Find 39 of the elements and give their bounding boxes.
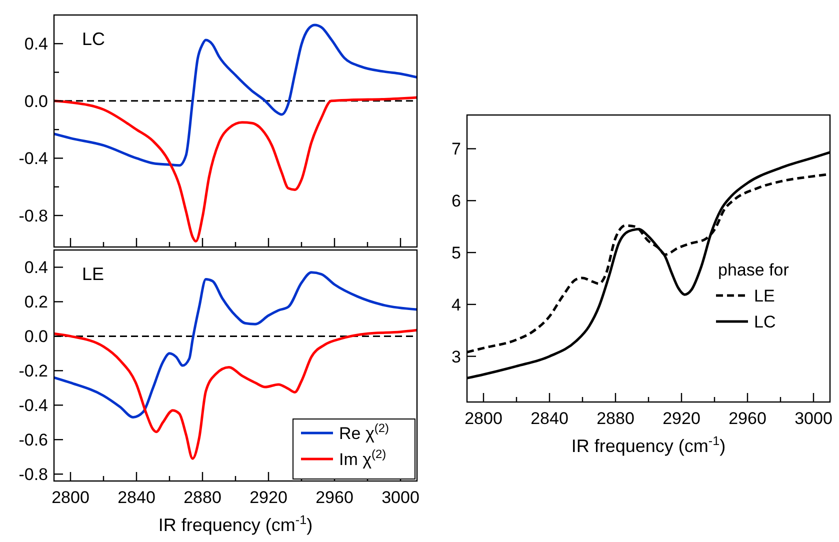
x-tick-label: 2880 [596,409,634,428]
y-tick-label: 0.0 [24,327,48,346]
y-tick-label: -0.8 [18,206,48,226]
y-tick-label: 0.2 [24,292,48,312]
x-tick-label: 2920 [662,409,700,428]
y-tick-label: 0.0 [24,92,48,111]
y-tick-label: 3 [452,347,461,366]
y-tick-label: -0.4 [18,149,48,168]
annotation: LC [82,29,106,49]
y-tick-label: 5 [452,244,461,263]
x-tick-label: 2800 [464,409,502,428]
legend-label: Im χ$^{(2)}$ [339,447,386,469]
x-tick-label: 2840 [530,409,568,428]
y-tick-label: 4 [452,295,461,314]
x-tick-label: 2880 [184,488,222,507]
y-tick-label: 6 [452,192,461,211]
y-tick-label: 0.4 [24,258,48,278]
annotation: LE [82,264,104,284]
x-tick-label: 2840 [118,488,156,507]
legend-label: LE [754,286,775,306]
y-tick-label: 7 [452,140,461,159]
x-tick-label: 2800 [52,488,90,507]
x-tick-label: 3000 [794,409,832,428]
x-tick-label: 3000 [382,488,420,507]
legend-title: phase for [718,260,790,280]
x-tick-label: 2960 [316,488,354,507]
y-tick-label: -0.4 [18,396,48,416]
x-axis-title: IR frequency (cm$^{-1}$) [571,434,726,456]
legend-label: Re χ$^{(2)}$ [339,421,389,443]
x-tick-label: 2920 [250,488,288,507]
line-series [54,96,417,243]
y-tick-label: -0.6 [18,430,48,450]
x-tick-label: 2960 [728,409,766,428]
x-axis-title: IR frequency (cm$^{-1}$) [158,513,313,535]
y-tick-label: -0.2 [18,362,48,381]
line-series [54,24,417,167]
y-tick-label: -0.8 [18,465,48,484]
y-tick-label: 0.4 [24,34,48,54]
legend-label: LC [754,312,776,332]
